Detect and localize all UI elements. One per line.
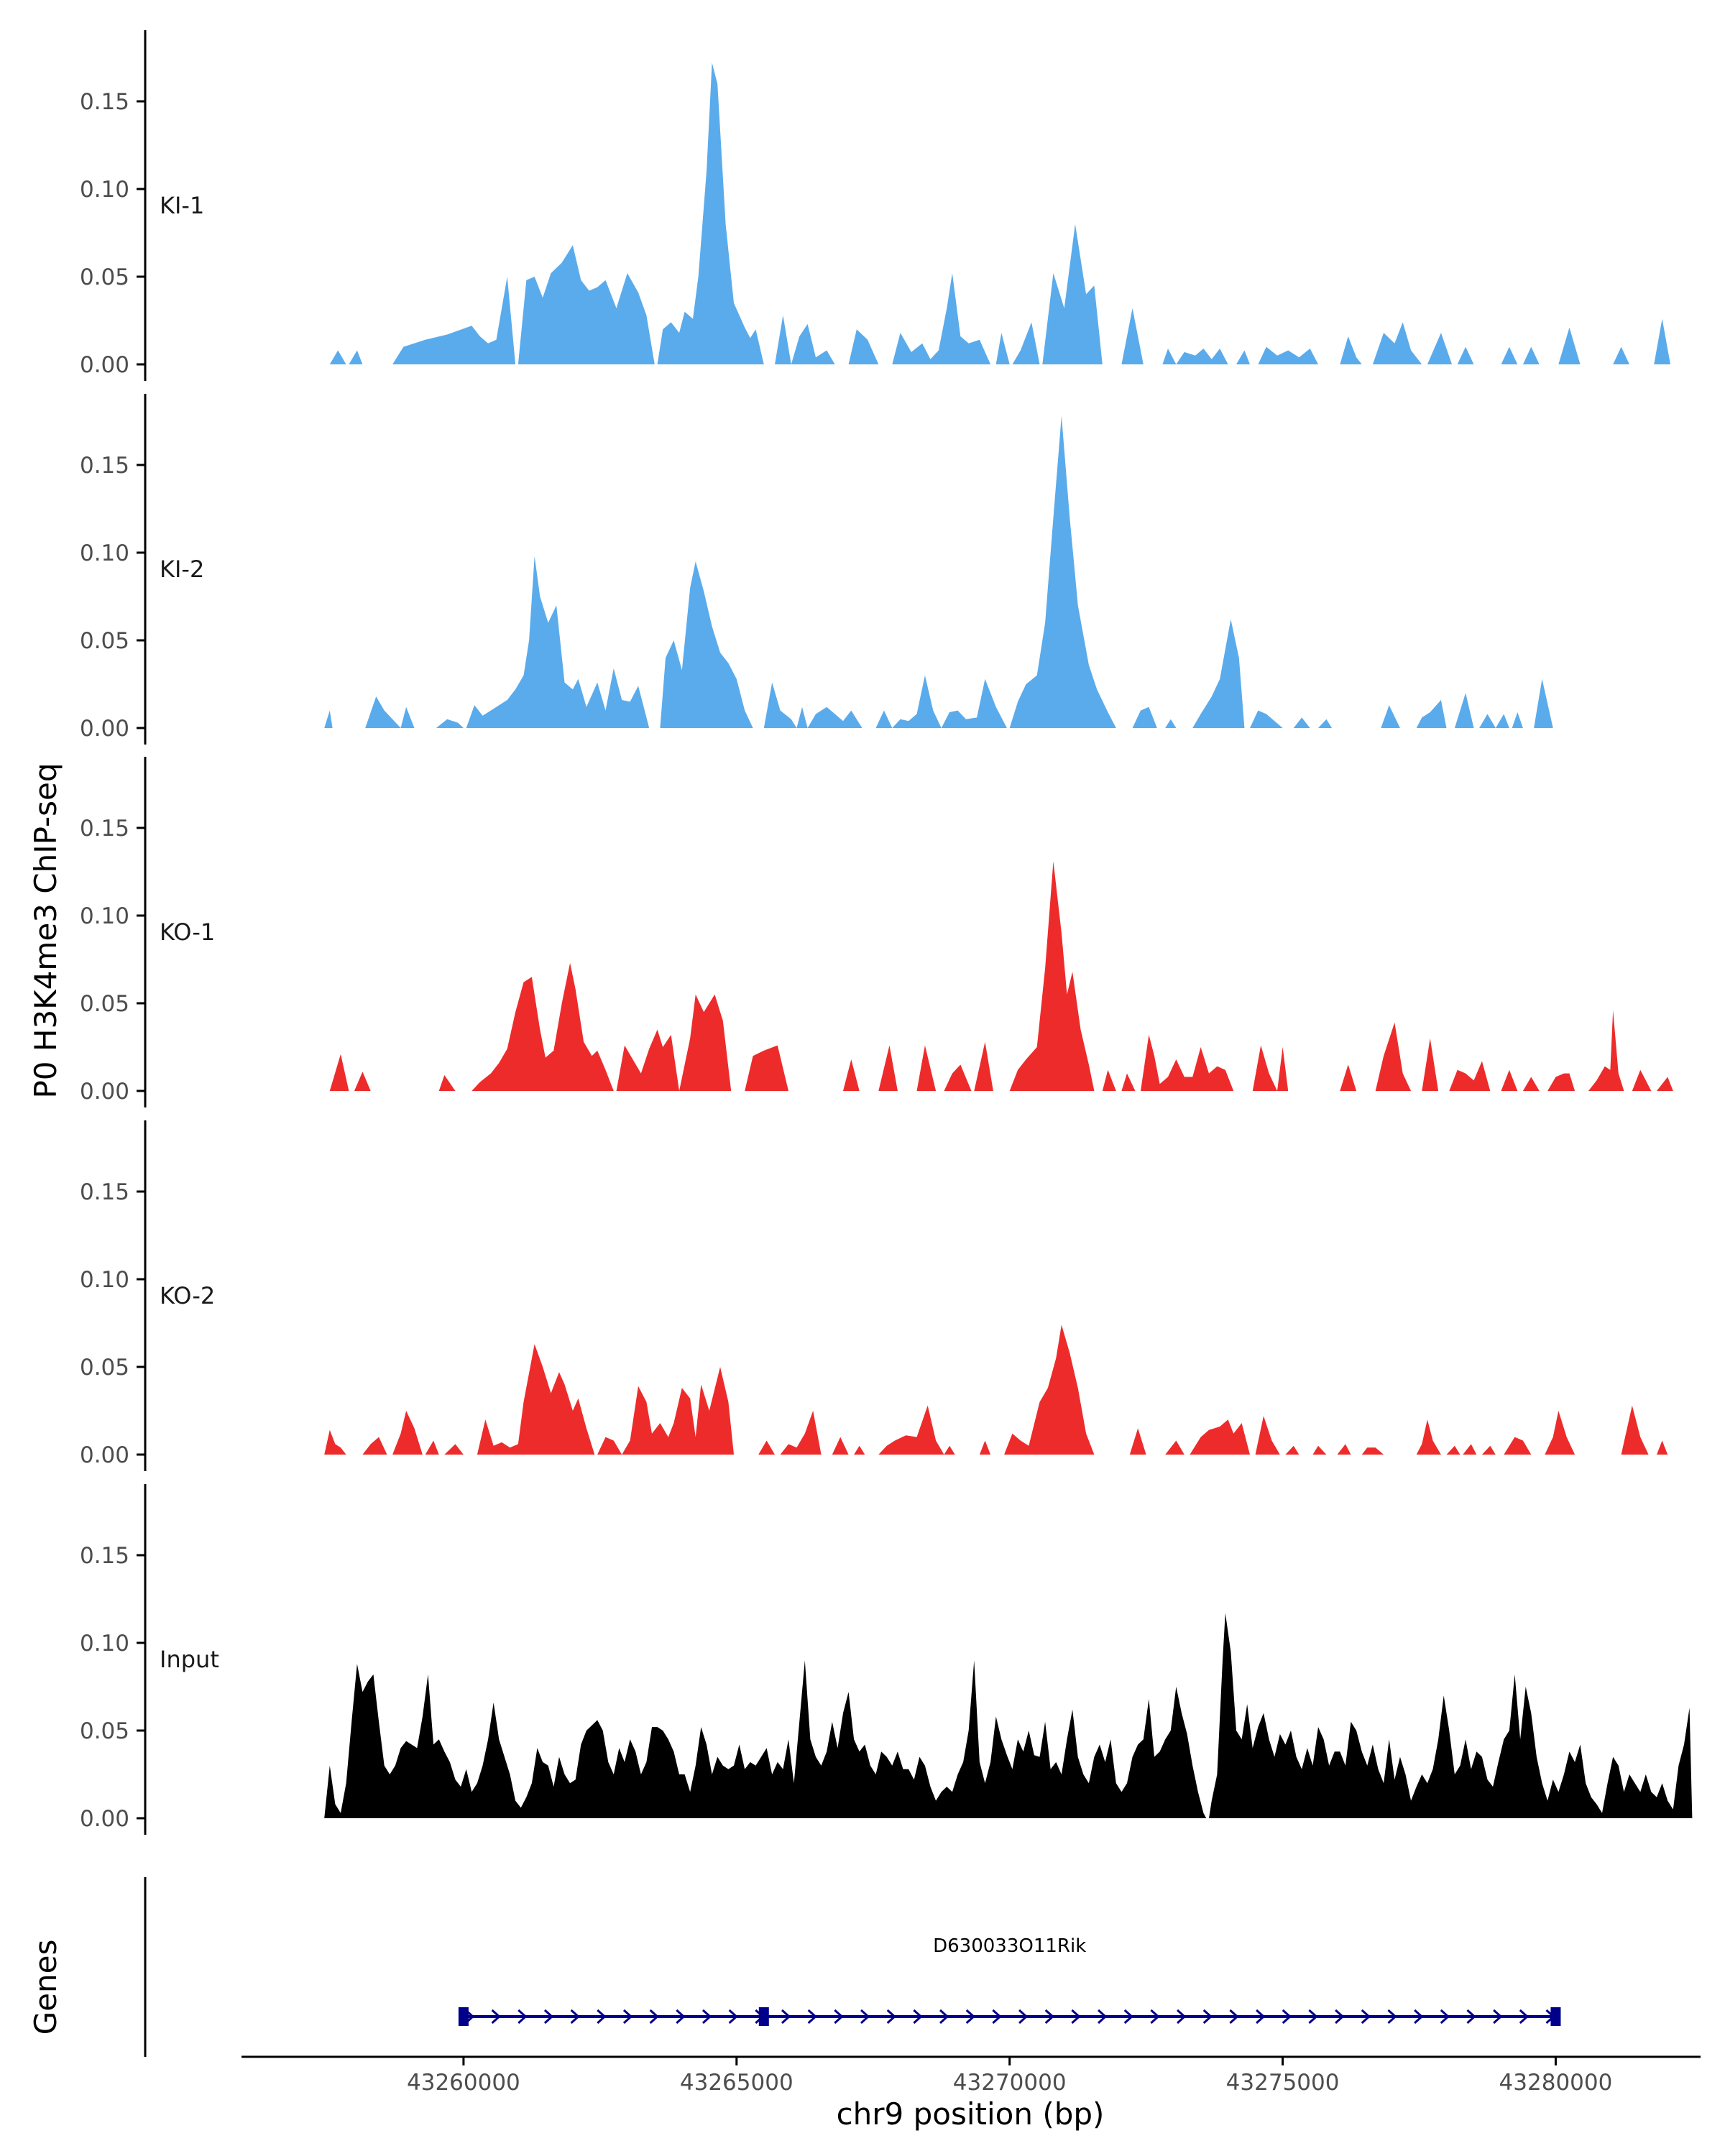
strand-chevron	[913, 2009, 923, 2024]
strand-chevron	[965, 2009, 975, 2024]
strand-chevron	[543, 2009, 554, 2024]
strand-chevron	[728, 2009, 738, 2024]
y-tick-label: 0.00	[80, 1442, 129, 1468]
x-tick-label: 43275000	[1226, 2070, 1340, 2096]
x-axis-title: chr9 position (bp)	[837, 2096, 1105, 2132]
strand-chevron	[622, 2009, 633, 2024]
strand-chevron	[1466, 2009, 1476, 2024]
strand-chevron	[886, 2009, 896, 2024]
strand-chevron	[597, 2009, 607, 2024]
strand-chevron	[491, 2009, 501, 2024]
strand-chevron	[992, 2009, 1002, 2024]
track-panel-ko-2: 0.00 0.05 0.10 0.15 KO-2	[80, 1120, 1668, 1471]
strand-chevron	[1150, 2009, 1160, 2024]
y-tick-label: 0.10	[80, 1631, 129, 1657]
x-axis: 43260000 43265000 43270000 43275000 43280000	[242, 2055, 1701, 2096]
strand-chevron	[1044, 2009, 1054, 2024]
strand-chevron	[1177, 2009, 1187, 2024]
strand-chevron	[1123, 2009, 1133, 2024]
strand-chevron	[676, 2009, 686, 2024]
x-tick-label: 43270000	[953, 2070, 1067, 2096]
y-tick-label: 0.15	[80, 1543, 129, 1569]
y-tick-label: 0.10	[80, 903, 129, 929]
y-tick-label: 0.00	[80, 1079, 129, 1105]
strand-chevron	[518, 2009, 528, 2024]
gene-name-label: D630033O11Rik	[933, 1935, 1086, 1957]
signal-area-ki-1	[329, 63, 1670, 365]
strand-chevron	[702, 2009, 712, 2024]
strand-chevron	[1440, 2009, 1450, 2024]
track-panel-ko-1: 0.00 0.05 0.10 0.15 KO-1	[80, 757, 1673, 1107]
y-tick-label: 0.10	[80, 1267, 129, 1293]
x-tick-label: 43260000	[407, 2070, 520, 2096]
y-tick-label: 0.00	[80, 716, 129, 742]
track-panel-ki-1: 0.00 0.05 0.10 0.15 KI-1	[80, 30, 1670, 381]
strand-chevron	[1256, 2009, 1266, 2024]
strand-chevron	[834, 2009, 844, 2024]
y-tick-label: 0.05	[80, 991, 129, 1017]
y-tick-label: 0.05	[80, 1718, 129, 1744]
strand-chevron	[807, 2009, 817, 2024]
y-tick-label: 0.10	[80, 177, 129, 203]
strand-chevron	[649, 2009, 659, 2024]
y-tick-label: 0.15	[80, 453, 129, 479]
y-tick-label: 0.00	[80, 1806, 129, 1832]
strand-chevron	[1361, 2009, 1371, 2024]
genes-axis-title: Genes	[28, 1940, 63, 2035]
track-label: KO-2	[160, 1282, 215, 1309]
strand-chevron	[1387, 2009, 1397, 2024]
y-tick-label: 0.15	[80, 816, 129, 842]
gene-exon	[1550, 2007, 1561, 2026]
signal-area-ko-1	[329, 861, 1673, 1091]
signal-area-ko-2	[324, 1325, 1668, 1455]
x-tick-label: 43265000	[680, 2070, 794, 2096]
gene-exon	[758, 2007, 769, 2026]
strand-chevron	[1282, 2009, 1292, 2024]
track-label: KI-2	[160, 556, 204, 583]
strand-chevron	[1018, 2009, 1029, 2024]
tracks-layer: 0.00 0.05 0.10 0.15 KI-1 0.00 0.05 0.10 0.15 KI-2…	[80, 30, 1693, 1835]
track-label: KI-1	[160, 192, 204, 219]
signal-area-ki-2	[324, 415, 1553, 728]
gene-exon	[458, 2007, 469, 2026]
y-tick-label: 0.15	[80, 1179, 129, 1205]
y-axis-title: P0 H3K4me3 ChIP-seq	[28, 763, 63, 1098]
gene-model: D630033O11Rik	[458, 1935, 1561, 2026]
strand-chevron	[1308, 2009, 1318, 2024]
strand-chevron	[570, 2009, 580, 2024]
strand-chevron	[1519, 2009, 1530, 2024]
strand-chevron	[1202, 2009, 1213, 2024]
y-tick-label: 0.05	[80, 264, 129, 290]
strand-chevron	[1098, 2009, 1108, 2024]
strand-chevron	[781, 2009, 791, 2024]
track-label: KO-1	[160, 918, 215, 946]
track-panel-input: 0.00 0.05 0.10 0.15 Input	[80, 1484, 1693, 1835]
strand-chevron	[1493, 2009, 1503, 2024]
y-tick-label: 0.05	[80, 628, 129, 654]
y-tick-label: 0.15	[80, 89, 129, 115]
y-tick-label: 0.10	[80, 540, 129, 566]
strand-chevron	[860, 2009, 870, 2024]
x-tick-label: 43280000	[1499, 2070, 1613, 2096]
strand-chevron	[939, 2009, 949, 2024]
genes-panel: Genes D630033O11Rik 43260000 43265000 43270…	[28, 1877, 1701, 2096]
strand-chevron	[1071, 2009, 1081, 2024]
strand-chevron	[1229, 2009, 1239, 2024]
track-panel-ki-2: 0.00 0.05 0.10 0.15 KI-2	[80, 394, 1553, 745]
y-tick-label: 0.00	[80, 352, 129, 378]
strand-chevron	[1335, 2009, 1345, 2024]
strand-chevron	[1414, 2009, 1424, 2024]
track-label: Input	[160, 1646, 219, 1673]
y-tick-label: 0.05	[80, 1355, 129, 1381]
signal-area-input	[324, 1613, 1693, 1818]
